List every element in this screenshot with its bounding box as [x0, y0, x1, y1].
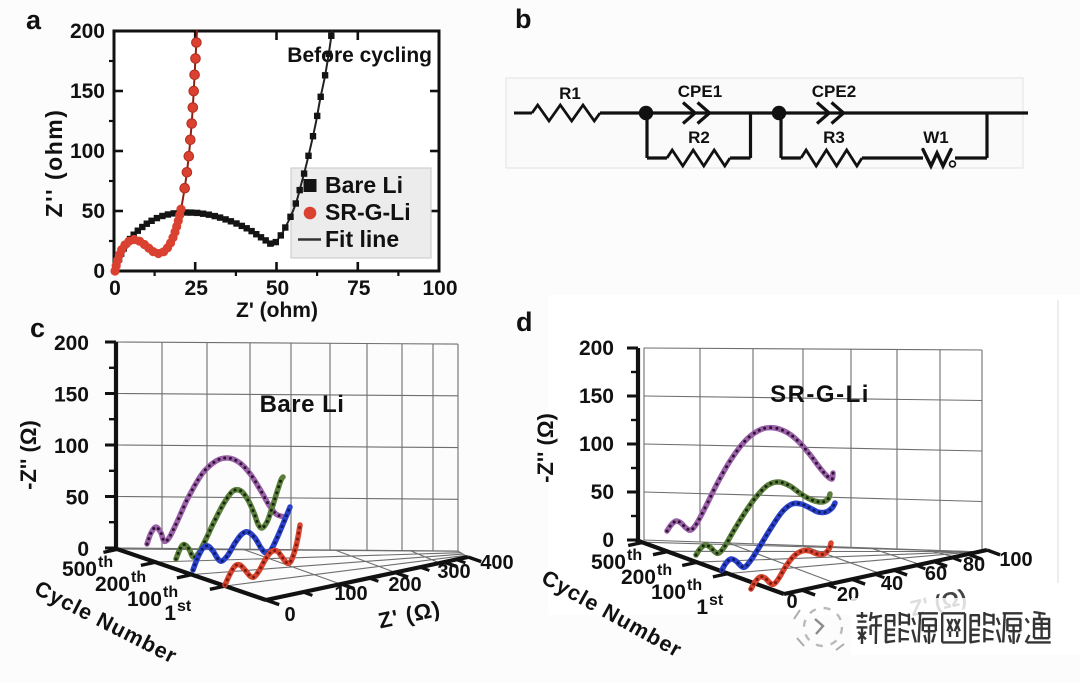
svg-text:200: 200 [95, 573, 130, 596]
svg-text:th: th [163, 584, 178, 601]
svg-text:0: 0 [109, 277, 121, 300]
svg-text:50: 50 [266, 277, 289, 300]
svg-text:a: a [26, 5, 42, 35]
svg-text:1: 1 [696, 596, 708, 619]
svg-text:th: th [98, 554, 113, 571]
svg-text:Z' (ohm): Z' (ohm) [236, 299, 318, 322]
svg-text:R1: R1 [559, 84, 581, 103]
svg-text:SR-G-Li: SR-G-Li [770, 381, 870, 408]
svg-text:d: d [516, 307, 533, 337]
svg-text:80: 80 [963, 554, 985, 576]
svg-text:150: 150 [54, 384, 89, 407]
svg-text:-Z'' (Ω): -Z'' (Ω) [533, 413, 558, 483]
svg-text:SR-G-Li: SR-G-Li [325, 199, 411, 225]
svg-text:150: 150 [579, 385, 614, 408]
svg-text:100: 100 [422, 277, 457, 300]
svg-text:1: 1 [164, 602, 176, 625]
svg-text:100: 100 [54, 435, 89, 458]
svg-text:W1: W1 [923, 128, 949, 147]
svg-text:-Z'' (Ω): -Z'' (Ω) [16, 420, 41, 490]
svg-text:st: st [709, 592, 724, 609]
svg-text:Z'' (ohm): Z'' (ohm) [41, 109, 67, 218]
svg-text:60: 60 [925, 563, 947, 585]
svg-text:25: 25 [185, 277, 209, 300]
svg-text:100: 100 [334, 583, 367, 605]
svg-text:400: 400 [480, 552, 513, 574]
svg-text:0: 0 [284, 604, 295, 626]
svg-text:100: 100 [651, 581, 686, 604]
svg-text:500: 500 [62, 558, 97, 581]
svg-text:150: 150 [70, 80, 105, 103]
svg-text:50: 50 [66, 487, 89, 510]
svg-text:CPE2: CPE2 [812, 82, 856, 101]
svg-text:300: 300 [437, 561, 470, 583]
svg-text:500: 500 [591, 551, 626, 574]
svg-text:0: 0 [786, 591, 797, 613]
svg-text:40: 40 [881, 573, 903, 595]
svg-text:st: st [177, 598, 192, 615]
svg-text:0: 0 [93, 260, 105, 283]
svg-text:100: 100 [579, 433, 614, 456]
svg-text:200: 200 [54, 332, 89, 355]
svg-text:th: th [131, 569, 146, 586]
svg-text:200: 200 [388, 574, 421, 596]
svg-text:Bare Li: Bare Li [260, 391, 345, 418]
svg-text:100: 100 [70, 140, 105, 163]
svg-text:200: 200 [579, 337, 614, 360]
svg-text:100: 100 [999, 549, 1032, 571]
svg-text:CPE1: CPE1 [678, 82, 722, 101]
svg-text:th: th [657, 562, 672, 579]
svg-text:th: th [627, 547, 642, 564]
svg-text:b: b [515, 4, 532, 34]
svg-text:th: th [687, 577, 702, 594]
svg-text:200: 200 [621, 566, 656, 589]
svg-text:Fit line: Fit line [325, 226, 399, 252]
svg-text:Bare Li: Bare Li [325, 172, 403, 198]
svg-text:50: 50 [82, 200, 105, 223]
svg-text:R2: R2 [688, 128, 710, 147]
svg-text:Before cycling: Before cycling [287, 44, 432, 67]
svg-text:100: 100 [127, 588, 162, 611]
svg-text:50: 50 [591, 481, 614, 504]
svg-text:200: 200 [70, 20, 105, 43]
svg-text:0: 0 [602, 529, 614, 552]
svg-text:75: 75 [347, 277, 371, 300]
svg-text:c: c [30, 313, 45, 343]
svg-text:R3: R3 [823, 128, 845, 147]
